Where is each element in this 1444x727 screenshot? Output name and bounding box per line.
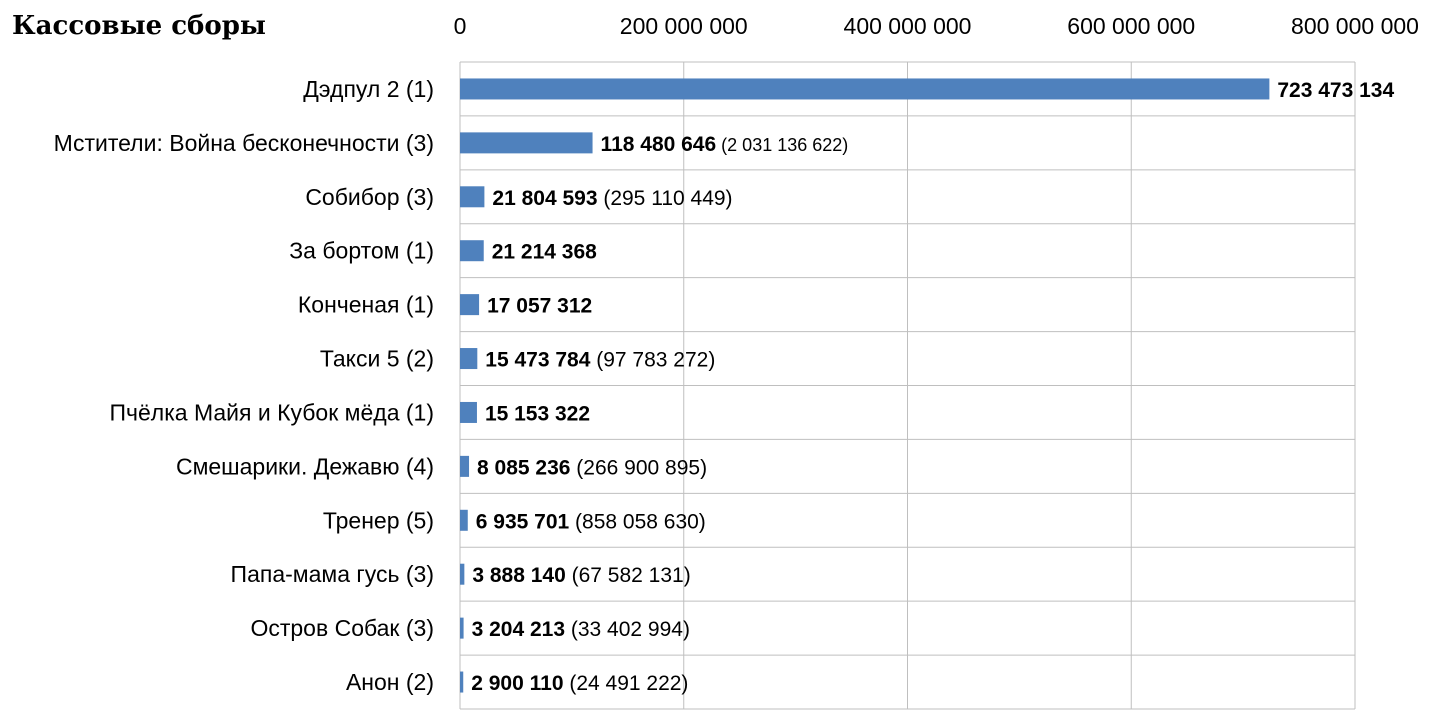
category-label: Мстители: Война бесконечности (3): [54, 130, 434, 156]
bar: [460, 348, 478, 370]
category-label: Тренер (5): [323, 507, 434, 533]
value-label: 3 204 213: [472, 618, 565, 641]
total-label: (33 402 994): [565, 618, 690, 641]
x-tick-label: 200 000 000: [620, 13, 748, 39]
bar: [460, 617, 464, 639]
data-label: 21 804 593 (295 110 449): [492, 187, 732, 210]
value-label: 17 057 312: [487, 295, 592, 318]
total-label: (67 582 131): [566, 564, 691, 587]
data-label: 8 085 236 (266 900 895): [477, 456, 707, 479]
bar: [460, 186, 485, 208]
value-label: 723 473 134: [1277, 79, 1394, 102]
category-label: Дэдпул 2 (1): [303, 76, 434, 102]
x-tick-label: 800 000 000: [1291, 13, 1419, 39]
data-label: 15 153 322: [485, 402, 590, 425]
data-label: 3 888 140 (67 582 131): [472, 564, 690, 587]
bar: [460, 455, 470, 477]
x-tick-label: 600 000 000: [1067, 13, 1195, 39]
value-label: 15 473 784: [485, 349, 590, 372]
total-label: (24 491 222): [564, 672, 689, 695]
value-label: 8 085 236: [477, 456, 570, 479]
x-axis-ticks: 0 200 000 000 400 000 000 600 000 000 800 00…: [454, 13, 1419, 39]
gridlines: [459, 61, 1356, 710]
bar: [460, 401, 477, 423]
bar: [460, 240, 484, 262]
data-label: 17 057 312: [487, 295, 592, 318]
value-label: 15 153 322: [485, 402, 590, 425]
value-label: 21 804 593: [492, 187, 597, 210]
category-label: Остров Собак (3): [250, 615, 434, 641]
category-label: Собибор (3): [305, 184, 434, 210]
value-label: 118 480 646: [601, 133, 717, 156]
bar: [460, 78, 1270, 100]
bar: [460, 294, 480, 316]
x-tick-label: 400 000 000: [844, 13, 972, 39]
category-label: Пчёлка Майя и Кубок мёда (1): [109, 399, 434, 425]
bar: [460, 563, 465, 585]
data-label: 6 935 701 (858 058 630): [476, 510, 706, 533]
bar: [460, 132, 593, 154]
category-label: Конченая (1): [298, 292, 434, 318]
category-label: Такси 5 (2): [320, 346, 434, 372]
chart-title: Кассовые сборы: [12, 11, 266, 41]
data-label: 723 473 134: [1277, 79, 1394, 102]
total-label: (295 110 449): [598, 187, 733, 210]
data-label: 21 214 368: [492, 241, 597, 264]
total-label: (97 783 272): [590, 349, 715, 372]
bar: [460, 509, 468, 531]
total-label: (858 058 630): [569, 510, 706, 533]
bar: [460, 671, 464, 693]
category-labels: Дэдпул 2 (1) Мстители: Война бесконечност…: [54, 76, 434, 695]
data-label: 3 204 213 (33 402 994): [472, 618, 690, 641]
data-labels: 723 473 134 118 480 646 (2 031 136 622) 21…: [471, 79, 1394, 695]
x-tick-label: 0: [454, 13, 467, 39]
category-label: Смешарики. Дежавю (4): [176, 453, 434, 479]
category-label: За бортом (1): [289, 238, 434, 264]
value-label: 3 888 140: [472, 564, 565, 587]
category-label: Анон (2): [346, 669, 434, 695]
data-label: 15 473 784 (97 783 272): [485, 349, 715, 372]
bars: [460, 78, 1270, 693]
value-label: 2 900 110: [471, 672, 563, 695]
data-label: 118 480 646 (2 031 136 622): [601, 133, 849, 156]
total-label: (266 900 895): [570, 456, 707, 479]
data-label: 2 900 110 (24 491 222): [471, 672, 688, 695]
total-label: (2 031 136 622): [716, 135, 848, 155]
value-label: 21 214 368: [492, 241, 597, 264]
category-label: Папа-мама гусь (3): [231, 561, 434, 587]
value-label: 6 935 701: [476, 510, 570, 533]
